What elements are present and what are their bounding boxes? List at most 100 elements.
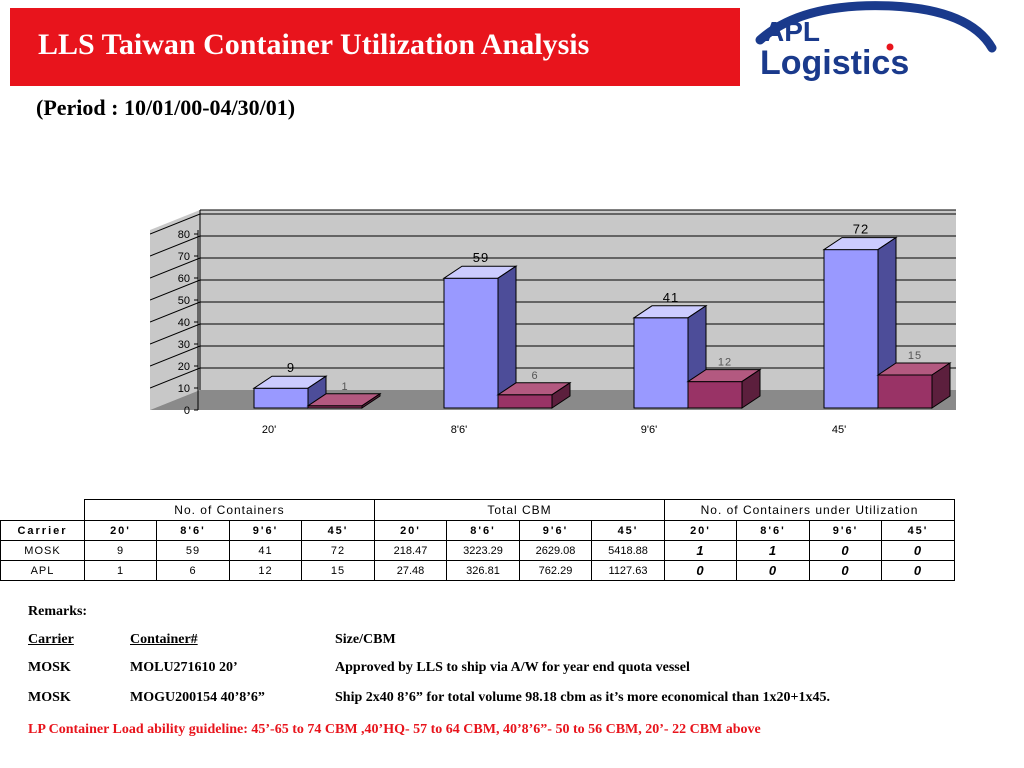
x-tick-label: 8'6' (451, 424, 467, 436)
title-banner: LLS Taiwan Container Utilization Analysi… (10, 8, 740, 86)
table-group-header-row: No. of Containers Total CBM No. of Conta… (0, 499, 955, 521)
table-cell: 2629.08 (519, 540, 592, 561)
remarks-row: MOSK MOLU271610 20’ Approved by LLS to s… (28, 660, 1018, 680)
remarks-row: MOSK MOGU200154 40’8’6” Ship 2x40 8’6” f… (28, 690, 1018, 710)
bar (497, 394, 553, 409)
y-axis-ticks: 0 10 20 30 40 50 60 70 80 (178, 229, 198, 417)
col-header: 45' (591, 520, 665, 541)
col-header: 9'6' (809, 520, 882, 541)
x-tick-label: 20' (262, 424, 276, 436)
group-header-cbm: Total CBM (374, 499, 665, 521)
y-tick-label: 50 (178, 295, 190, 307)
table-cell: 41 (229, 540, 302, 561)
col-header: 20' (84, 520, 157, 541)
data-label: 41 (663, 290, 679, 305)
table-cell: 12 (229, 560, 302, 581)
remarks-note: Ship 2x40 8’6” for total volume 98.18 cb… (335, 690, 830, 705)
table-cell: 326.81 (446, 560, 520, 581)
col-header: 45' (881, 520, 955, 541)
y-tick-label: 40 (178, 317, 190, 329)
table-cell: 27.48 (374, 560, 447, 581)
col-header: 9'6' (519, 520, 592, 541)
util-cell: 0 (809, 540, 882, 561)
chart-bars: 9 1 59 6 41 12 72 15 (252, 222, 952, 409)
bar (877, 374, 933, 409)
col-header: 20' (664, 520, 737, 541)
data-label: 15 (908, 350, 922, 362)
bar (443, 277, 499, 409)
bar (687, 381, 743, 409)
bar (823, 249, 879, 409)
container-bar-chart: 0 10 20 30 40 50 60 70 80 9 1 59 6 41 12 72 15 20' 8'6' 9… (150, 209, 956, 436)
carrier-cell: MOSK (0, 540, 85, 561)
chart-back-wall (200, 210, 956, 390)
remarks-container: MOLU271610 20’ (130, 660, 238, 675)
data-label: 12 (718, 357, 732, 369)
util-cell: 0 (809, 560, 882, 581)
table-cell: 762.29 (519, 560, 592, 581)
data-label: 6 (531, 370, 538, 382)
remarks-title: Remarks: (28, 604, 88, 619)
table-cell: 15 (301, 560, 375, 581)
table-corner (0, 499, 85, 521)
y-tick-label: 70 (178, 251, 190, 263)
col-header: 20' (374, 520, 447, 541)
remarks-header-row: Carrier Container# Size/CBM (28, 632, 1018, 652)
table-cell: 3223.29 (446, 540, 520, 561)
bar-side (931, 362, 951, 409)
x-tick-label: 45' (832, 424, 846, 436)
table-cell: 5418.88 (591, 540, 665, 561)
logo-swoosh-highlight (771, 16, 980, 51)
util-cell: 1 (736, 540, 810, 561)
table-cell: 59 (156, 540, 230, 561)
apl-logistics-logo: APL Logistics TM (742, 0, 1010, 94)
y-tick-label: 0 (184, 405, 190, 417)
util-cell: 0 (881, 560, 955, 581)
carrier-cell: APL (0, 560, 85, 581)
col-header: 45' (301, 520, 375, 541)
utilization-table: No. of Containers Total CBM No. of Conta… (0, 499, 955, 581)
col-header: 8'6' (736, 520, 810, 541)
bar-side (551, 381, 571, 409)
remarks-header-carrier: Carrier (28, 632, 74, 647)
x-tick-label: 9'6' (641, 424, 657, 436)
col-header-carrier: Carrier (0, 520, 85, 541)
x-axis-labels: 20' 8'6' 9'6' 45' (262, 424, 846, 436)
util-cell: 0 (881, 540, 955, 561)
y-tick-label: 20 (178, 361, 190, 373)
logo-text-apl: APL (764, 16, 820, 47)
data-label: 1 (341, 381, 348, 393)
table-cell: 1 (84, 560, 157, 581)
col-header: 8'6' (446, 520, 520, 541)
period-subtitle: (Period : 10/01/00-04/30/01) (36, 95, 296, 120)
table-cell: 9 (84, 540, 157, 561)
group-header-under-utilization: No. of Containers under Utilization (664, 499, 955, 521)
col-header: 9'6' (229, 520, 302, 541)
page-title: LLS Taiwan Container Utilization Analysi… (38, 28, 590, 61)
y-tick-label: 80 (178, 229, 190, 241)
data-label: 9 (287, 360, 295, 375)
remarks-carrier: MOSK (28, 690, 71, 705)
y-tick-label: 30 (178, 339, 190, 351)
table-row: MOSK 9 59 41 72 218.47 3223.29 2629.08 5… (0, 540, 955, 561)
load-guideline: LP Container Load ability guideline: 45’… (28, 722, 761, 737)
table-cell: 72 (301, 540, 375, 561)
col-header: 8'6' (156, 520, 230, 541)
bar (633, 317, 689, 409)
table-cell: 218.47 (374, 540, 447, 561)
util-cell: 0 (736, 560, 810, 581)
remarks-header-size: Size/CBM (335, 632, 396, 647)
y-tick-label: 60 (178, 273, 190, 285)
chart-side-wall (150, 210, 200, 410)
logo-red-dot (886, 43, 894, 51)
remarks-carrier: MOSK (28, 660, 71, 675)
bar (253, 387, 309, 409)
y-tick-label: 10 (178, 383, 190, 395)
table-column-header-row: Carrier 20' 8'6' 9'6' 45' 20' 8'6' 9'6' … (0, 520, 955, 541)
util-cell: 1 (664, 540, 737, 561)
data-label: 59 (473, 250, 489, 265)
remarks-note: Approved by LLS to ship via A/W for year… (335, 660, 690, 675)
util-cell: 0 (664, 560, 737, 581)
data-label: 72 (853, 222, 869, 237)
remarks-container: MOGU200154 40’8’6” (130, 690, 265, 705)
